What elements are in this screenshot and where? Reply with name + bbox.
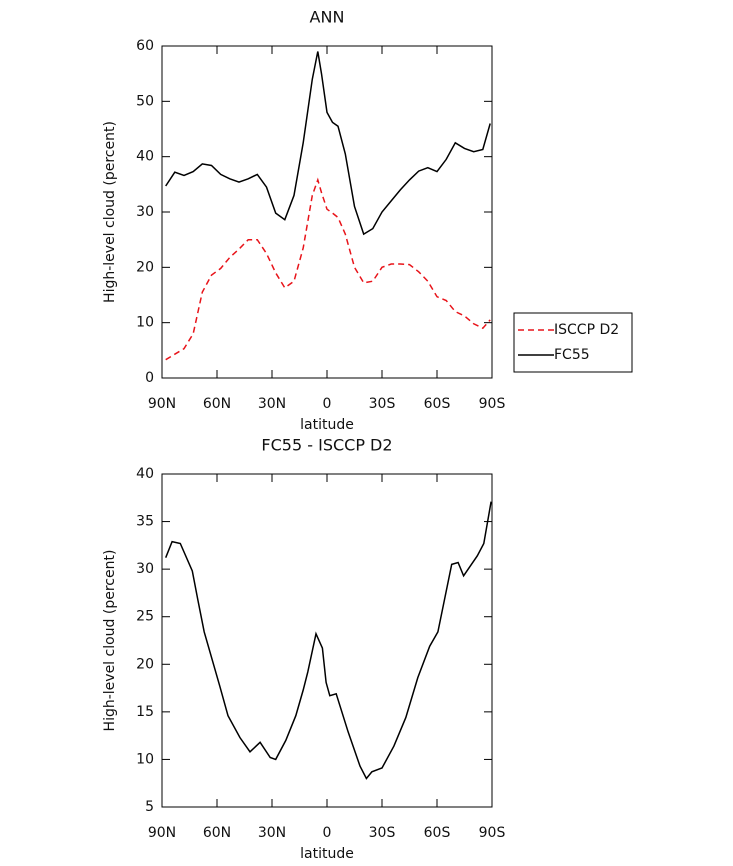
x-axis-label: latitude (300, 846, 354, 862)
x-tick-label: 30N (258, 825, 286, 841)
x-axis-label: latitude (300, 417, 354, 433)
x-tick-label: 30N (258, 396, 286, 412)
data-line (165, 177, 491, 361)
y-tick-label: 0 (145, 370, 154, 386)
x-tick-label: 60S (424, 825, 451, 841)
x-tick-label: 0 (323, 396, 332, 412)
x-tick-label: 90S (479, 825, 506, 841)
x-tick-label: 30S (369, 396, 396, 412)
data-line (165, 51, 491, 236)
legend-label: FC55 (554, 347, 590, 363)
x-tick-label: 60S (424, 396, 451, 412)
x-tick-label: 90N (148, 396, 176, 412)
y-tick-label: 10 (136, 751, 154, 767)
y-tick-label: 40 (136, 466, 154, 482)
y-tick-label: 30 (136, 561, 154, 577)
plot-frame (161, 45, 493, 379)
y-axis-label: High-level cloud (percent) (102, 121, 118, 303)
x-tick-label: 30S (369, 825, 396, 841)
x-tick-label: 60N (203, 825, 231, 841)
y-tick-label: 35 (136, 514, 154, 530)
legend-box (513, 312, 633, 373)
y-tick-label: 20 (136, 656, 154, 672)
y-axis-label: High-level cloud (percent) (102, 550, 118, 732)
y-tick-label: 15 (136, 704, 154, 720)
y-tick-label: 20 (136, 259, 154, 275)
x-tick-label: 60N (203, 396, 231, 412)
y-tick-label: 10 (136, 315, 154, 331)
y-tick-label: 25 (136, 609, 154, 625)
plot-frame (161, 473, 493, 808)
y-tick-label: 60 (136, 38, 154, 54)
data-line (165, 501, 492, 780)
x-tick-label: 0 (323, 825, 332, 841)
legend-label: ISCCP D2 (554, 322, 619, 338)
chart-title: ANN (310, 8, 345, 27)
chart-title: FC55 - ISCCP D2 (261, 436, 392, 455)
y-tick-label: 40 (136, 149, 154, 165)
x-tick-label: 90S (479, 396, 506, 412)
x-tick-label: 90N (148, 825, 176, 841)
y-tick-label: 5 (145, 799, 154, 815)
y-tick-label: 30 (136, 204, 154, 220)
y-tick-label: 50 (136, 93, 154, 109)
